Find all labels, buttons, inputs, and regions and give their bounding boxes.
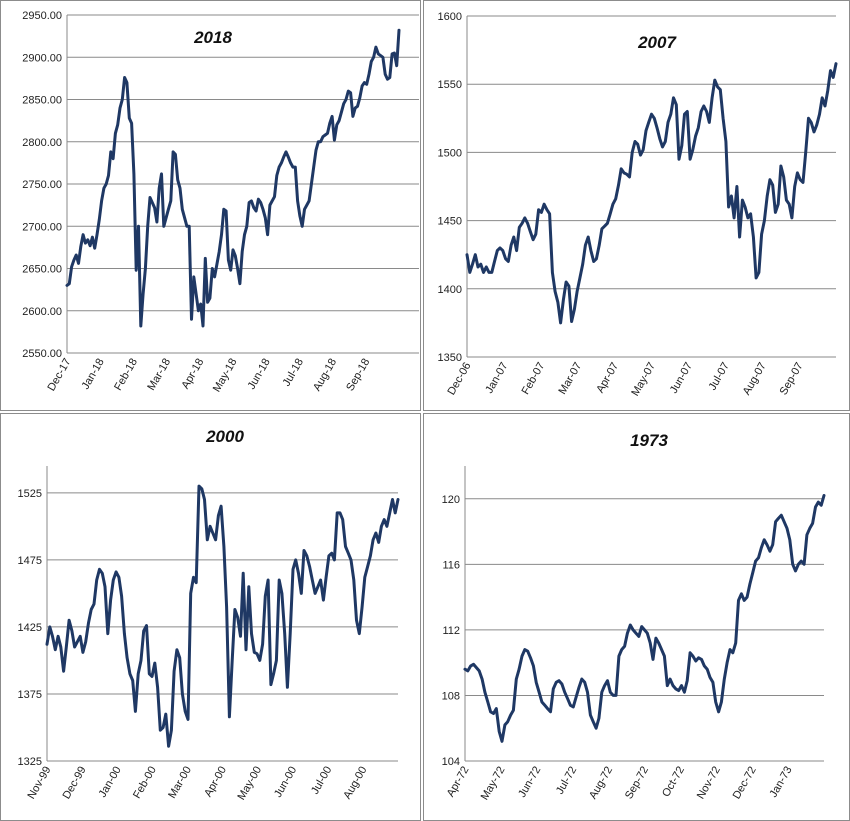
x-tick-label: May-18: [211, 357, 240, 395]
x-tick-label: Jul-07: [707, 361, 732, 393]
y-tick-label: 2750.00: [22, 179, 62, 191]
x-tick-label: May-00: [235, 765, 264, 803]
x-tick-label: Dec-17: [45, 357, 73, 394]
y-tick-label: 1600: [438, 11, 462, 23]
x-tick-label: Dec-06: [445, 361, 473, 398]
x-tick-label: Jun-07: [668, 361, 695, 396]
y-tick-label: 2650.00: [22, 264, 62, 276]
x-tick-label: Sep-18: [344, 357, 372, 394]
chart-2000: 1325 1375 1425 1475 1525 Nov-99 Dec-99 Jan-00 Fe…: [18, 427, 400, 803]
y-tick-label: 116: [442, 559, 460, 571]
x-tick-label: Jul-72: [554, 765, 579, 797]
x-tick-label: Jan-00: [97, 765, 124, 800]
x-tick-label: Feb-18: [112, 357, 140, 393]
x-tick-label: Sep-07: [778, 361, 806, 398]
x-tick-label: Jun-18: [246, 357, 273, 392]
chart-panel-2007: 1350 1400 1450 1500 1550 1600 Dec-06 Jan-07 Feb-…: [423, 0, 850, 411]
x-tick-label: Mar-00: [166, 765, 194, 801]
y-tick-label: 1475: [18, 555, 42, 567]
x-tick-label: Dec-99: [61, 765, 89, 802]
x-tick-label: Jan-18: [80, 357, 107, 392]
x-tick-label: Mar-18: [145, 357, 173, 393]
x-tick-label: Jan-07: [483, 361, 510, 396]
y-tick-label: 1375: [18, 689, 42, 701]
chart-title: 2000: [205, 427, 244, 446]
x-tick-label: Jun-72: [516, 765, 543, 800]
y-tick-label: 108: [442, 690, 460, 702]
y-tick-label: 1425: [18, 622, 42, 634]
y-tick-label: 104: [442, 756, 460, 768]
series-line: [465, 62, 838, 325]
x-tick-label: Aug-18: [311, 357, 339, 394]
x-tick-label: Jan-73: [767, 765, 794, 800]
y-tick-label: 2550.00: [22, 348, 62, 360]
chart-panel-1973: 104 108 112 116 120 Apr-72 May-72 Jun-72 Jul-72 A…: [423, 413, 850, 821]
x-tick-label: Aug-07: [741, 361, 769, 398]
y-tick-label: 2600.00: [22, 306, 62, 318]
x-tick-label: Apr-07: [594, 361, 621, 396]
y-tick-label: 1450: [438, 216, 462, 228]
chart-2018: 2550.00 2600.00 2650.00 2700.00 2750.00 2800.…: [22, 10, 419, 395]
y-tick-label: 1525: [18, 488, 42, 500]
y-tick-label: 120: [442, 494, 460, 506]
x-tick-label: Feb-00: [131, 765, 159, 801]
x-tick-label: May-07: [629, 361, 658, 399]
x-tick-label: Nov-99: [25, 765, 53, 802]
y-tick-label: 2800.00: [22, 137, 62, 149]
y-tick-label: 2950.00: [22, 10, 62, 22]
series-line: [65, 28, 401, 328]
y-tick-label: 1325: [18, 756, 42, 768]
x-tick-label: Oct-72: [660, 765, 687, 800]
chart-2007: 1350 1400 1450 1500 1550 1600 Dec-06 Jan-07 Feb-…: [438, 11, 838, 399]
chart-1973: 104 108 112 116 120 Apr-72 May-72 Jun-72 Jul-72 A…: [442, 431, 826, 803]
x-tick-label: Nov-72: [695, 765, 723, 802]
x-tick-label: Dec-72: [731, 765, 759, 802]
x-tick-label: Apr-72: [445, 765, 472, 800]
x-tick-label: Feb-07: [520, 361, 548, 397]
y-tick-label: 2850.00: [22, 95, 62, 107]
x-tick-label: Aug-72: [587, 765, 615, 802]
series-line: [463, 494, 826, 743]
x-tick-label: Mar-07: [556, 361, 584, 397]
x-tick-label: Apr-00: [202, 765, 229, 800]
x-tick-label: Apr-18: [179, 357, 206, 392]
x-tick-label: Jul-18: [281, 357, 306, 389]
series-line: [45, 484, 400, 748]
x-tick-label: Sep-72: [623, 765, 651, 802]
x-tick-label: Jul-00: [309, 765, 334, 797]
y-tick-label: 1350: [438, 352, 462, 364]
chart-title: 2018: [193, 28, 232, 47]
y-tick-label: 2700.00: [22, 221, 62, 233]
x-tick-label: Jun-00: [272, 765, 299, 800]
chart-title: 1973: [630, 431, 668, 450]
x-tick-label: May-72: [479, 765, 508, 803]
chart-panel-2000: 1325 1375 1425 1475 1525 Nov-99 Dec-99 Jan-00 Fe…: [0, 413, 421, 821]
x-tick-label: Aug-00: [341, 765, 369, 802]
y-tick-label: 2900.00: [22, 52, 62, 64]
y-tick-label: 1550: [438, 79, 462, 91]
y-tick-label: 112: [442, 625, 460, 637]
chart-title: 2007: [637, 33, 677, 52]
y-tick-label: 1400: [438, 284, 462, 296]
chart-panel-2018: 2550.00 2600.00 2650.00 2700.00 2750.00 2800.…: [0, 0, 421, 411]
y-tick-label: 1500: [438, 147, 462, 159]
